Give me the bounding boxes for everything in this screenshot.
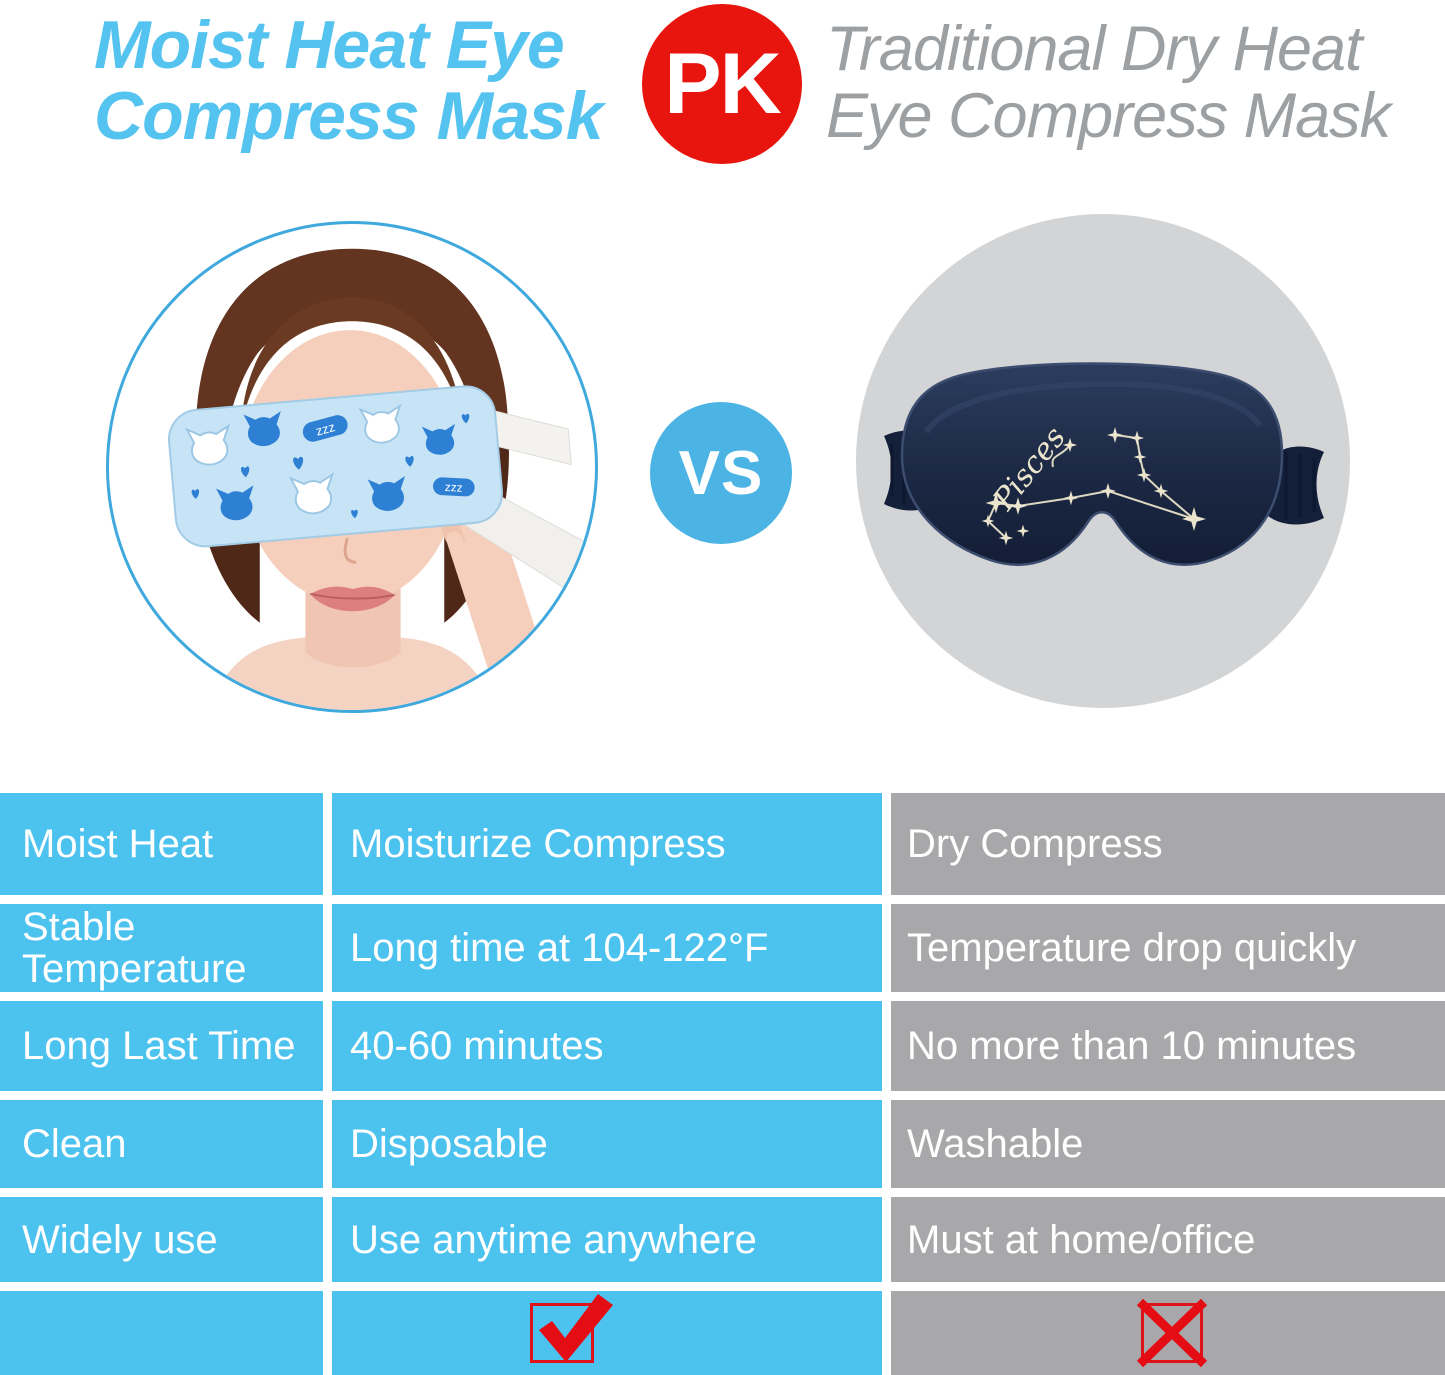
dry-value-cell: Temperature drop quickly	[891, 904, 1445, 992]
dry-heat-title-line1: Traditional Dry Heat	[826, 14, 1363, 84]
moist-eye-mask-illustration: zzz zzz	[168, 385, 595, 604]
moist-value-label: 40-60 minutes	[350, 1024, 604, 1068]
dry-value-label: No more than 10 minutes	[907, 1024, 1357, 1068]
comparison-table: Moist Heat Moisturize Compress Dry Compr…	[0, 793, 1445, 1375]
svg-text:zzz: zzz	[314, 419, 337, 438]
feature-cell: Clean	[0, 1100, 323, 1188]
feature-cell: Stable Temperature	[0, 904, 323, 992]
pk-badge: PK	[642, 4, 802, 164]
dry-value-label: Temperature drop quickly	[907, 926, 1357, 970]
pk-badge-label: PK	[664, 35, 781, 132]
woman-wearing-moist-mask-illustration: zzz zzz	[168, 248, 595, 710]
moist-heat-title: Moist Heat Eye Compress Mask	[94, 7, 604, 154]
dry-value-label: Dry Compress	[907, 822, 1163, 866]
verdict-moist-cell	[332, 1291, 882, 1375]
dry-mask-photo: Pisces	[856, 214, 1350, 708]
dry-value-cell: Washable	[891, 1100, 1445, 1188]
dry-value-label: Must at home/office	[907, 1217, 1256, 1262]
moist-value-label: Disposable	[350, 1122, 548, 1166]
moist-value-label: Use anytime anywhere	[350, 1217, 757, 1262]
dry-value-cell: Must at home/office	[891, 1197, 1445, 1282]
svg-text:zzz: zzz	[445, 480, 464, 495]
dry-heat-title: Traditional Dry Heat Eye Compress Mask	[826, 14, 1391, 151]
vs-badge-label: VS	[678, 438, 764, 508]
cross-icon	[1136, 1298, 1208, 1368]
moist-value-cell: 40-60 minutes	[332, 1001, 882, 1091]
feature-label: Long Last Time	[22, 1024, 296, 1068]
checkmark-icon	[530, 1294, 613, 1363]
moist-value-cell: Long time at 104-122°F	[332, 904, 882, 992]
moist-value-label: Long time at 104-122°F	[350, 926, 769, 970]
dry-value-label: Washable	[907, 1122, 1084, 1166]
moist-value-label: Moisturize Compress	[350, 822, 726, 866]
moist-mask-photo: zzz zzz	[106, 221, 598, 713]
verdict-empty-cell	[0, 1291, 323, 1375]
feature-label: Stable Temperature	[22, 905, 247, 991]
feature-cell: Widely use	[0, 1197, 323, 1282]
feature-label: Moist Heat	[22, 822, 214, 866]
vs-badge: VS	[650, 402, 792, 544]
moist-heat-title-line1: Moist Heat Eye	[94, 7, 565, 83]
silk-sleep-mask-illustration: Pisces	[884, 362, 1324, 566]
feature-label: Widely use	[22, 1217, 218, 1262]
dry-value-cell: Dry Compress	[891, 793, 1445, 895]
feature-cell: Long Last Time	[0, 1001, 323, 1091]
dry-heat-title-line2: Eye Compress Mask	[826, 80, 1391, 151]
moist-value-cell: Moisturize Compress	[332, 793, 882, 895]
moist-value-cell: Disposable	[332, 1100, 882, 1188]
feature-label: Clean	[22, 1122, 127, 1166]
moist-value-cell: Use anytime anywhere	[332, 1197, 882, 1282]
feature-cell: Moist Heat	[0, 793, 323, 895]
verdict-dry-cell	[891, 1291, 1445, 1375]
moist-heat-title-line2: Compress Mask	[94, 77, 604, 154]
dry-value-cell: No more than 10 minutes	[891, 1001, 1445, 1091]
